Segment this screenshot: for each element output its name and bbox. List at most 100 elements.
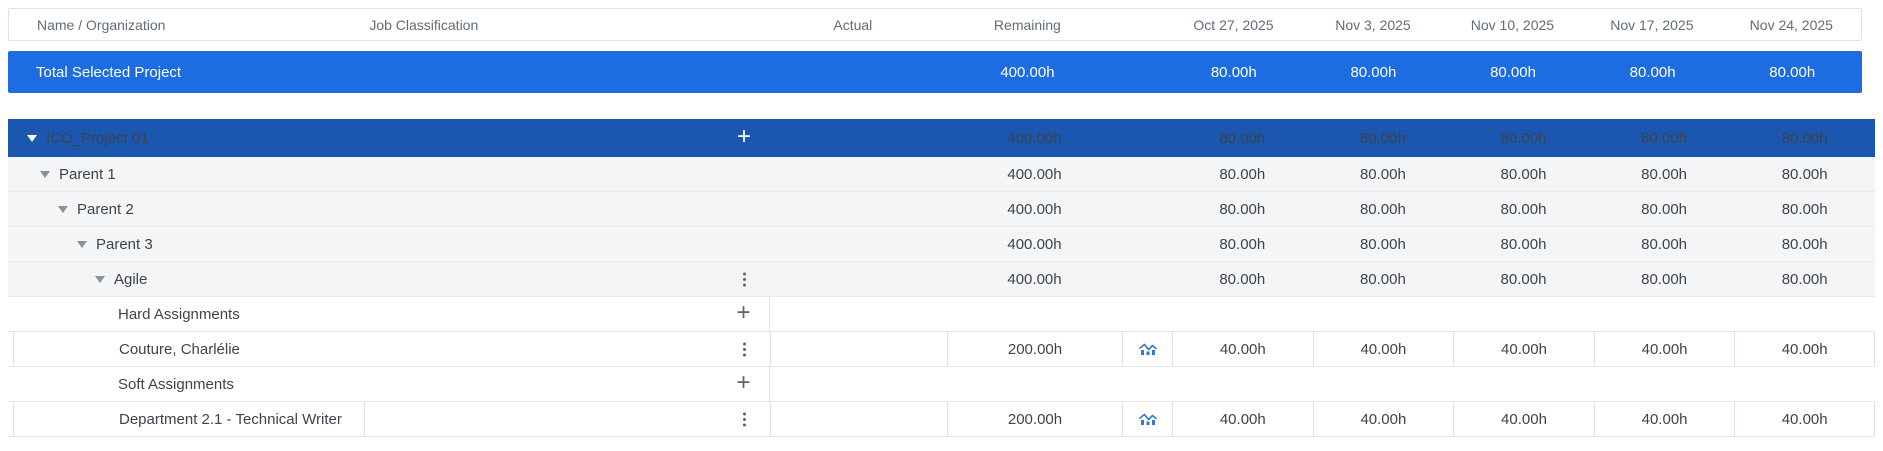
- allocation-cell[interactable]: 40.00h: [1734, 332, 1875, 366]
- column-header-name: Name / Organization: [37, 16, 166, 33]
- week-value: 80.00h: [1641, 129, 1688, 147]
- allocation-cell[interactable]: 40.00h: [1172, 402, 1313, 436]
- allocation-cell[interactable]: 40.00h: [1453, 332, 1594, 366]
- actual-value: [770, 157, 947, 191]
- actual-value: [770, 227, 947, 261]
- add-assignment-plus-icon[interactable]: +: [736, 299, 751, 326]
- tree-row-parent-2[interactable]: Parent 2 400.00h 80.00h 80.00h 80.00h 80…: [8, 192, 1875, 227]
- tree-row-parent-1[interactable]: Parent 1 400.00h 80.00h 80.00h 80.00h 80…: [8, 157, 1875, 192]
- week-value: 80.00h: [1781, 235, 1828, 253]
- week-value: 80.00h: [1219, 235, 1266, 253]
- column-header-week-3: Nov 10, 2025: [1470, 16, 1555, 33]
- week-value: 80.00h: [1500, 200, 1547, 218]
- row-label: Parent 2: [77, 200, 134, 218]
- week-value: 80.00h: [1641, 270, 1688, 288]
- allocation-cell[interactable]: 40.00h: [1312, 402, 1454, 436]
- collapse-arrow-icon[interactable]: [77, 240, 87, 248]
- week-value: 80.00h: [1500, 129, 1547, 147]
- total-week-value: 80.00h: [1350, 63, 1397, 81]
- total-row-label: Total Selected Project: [36, 63, 182, 81]
- actual-value: [770, 262, 947, 296]
- week-value: 80.00h: [1219, 200, 1266, 218]
- row-menu-kebab-icon[interactable]: [742, 417, 746, 421]
- week-value: 80.00h: [1219, 270, 1266, 288]
- actual-value: [770, 119, 947, 157]
- section-label: Soft Assignments: [118, 375, 234, 393]
- total-week-value: 80.00h: [1629, 63, 1676, 81]
- total-week-value: 80.00h: [1769, 63, 1816, 81]
- histogram-cell[interactable]: [1122, 332, 1172, 366]
- assignment-row-couture: Couture, Charlélie 200.00h 40.00h 40.00h…: [8, 332, 1875, 367]
- allocation-cell[interactable]: 40.00h: [1734, 402, 1875, 436]
- total-week-value: 80.00h: [1490, 63, 1536, 81]
- actual-cell[interactable]: [770, 402, 947, 436]
- table-header-row: Name / Organization Job Classification A…: [8, 8, 1862, 41]
- histogram-icon[interactable]: [1138, 342, 1157, 356]
- allocation-cell[interactable]: 40.00h: [1312, 332, 1454, 366]
- collapse-arrow-icon[interactable]: [27, 134, 37, 142]
- row-menu-kebab-icon[interactable]: [742, 277, 746, 281]
- collapse-arrow-icon[interactable]: [95, 275, 105, 283]
- section-label: Hard Assignments: [118, 305, 240, 323]
- week-value: 80.00h: [1219, 129, 1266, 147]
- allocation-cell[interactable]: 40.00h: [1593, 332, 1735, 366]
- assignee-name: Department 2.1 - Technical Writer: [119, 410, 342, 428]
- column-header-controls: [713, 9, 765, 40]
- row-label: Parent 3: [96, 235, 153, 253]
- row-label: Agile: [114, 270, 148, 288]
- remaining-cell[interactable]: 200.00h: [947, 332, 1122, 366]
- project-row[interactable]: ICO_Project 01 + 400.00h 80.00h 80.00h 8…: [8, 119, 1875, 157]
- job-classification-cell[interactable]: [365, 402, 718, 436]
- column-header-actual: Actual: [833, 16, 873, 33]
- week-value: 80.00h: [1359, 235, 1406, 253]
- week-value: 80.00h: [1500, 165, 1547, 183]
- week-value: 80.00h: [1219, 165, 1266, 183]
- week-value: 80.00h: [1781, 129, 1828, 147]
- remaining-cell[interactable]: 200.00h: [947, 402, 1122, 436]
- week-value: 80.00h: [1641, 165, 1688, 183]
- column-header-week-1: Oct 27, 2025: [1193, 16, 1274, 33]
- add-row-plus-icon[interactable]: +: [736, 123, 751, 150]
- allocation-cell[interactable]: 40.00h: [1593, 402, 1735, 436]
- actual-value: [770, 192, 947, 226]
- allocation-cell[interactable]: 40.00h: [1453, 402, 1594, 436]
- collapse-arrow-icon[interactable]: [40, 170, 50, 178]
- remaining-value: 400.00h: [1007, 129, 1062, 147]
- assignee-name-cell[interactable]: Department 2.1 - Technical Writer: [13, 402, 365, 436]
- actual-cell[interactable]: [770, 332, 947, 366]
- total-week-value: 80.00h: [1210, 63, 1257, 81]
- allocation-cell[interactable]: 40.00h: [1172, 332, 1313, 366]
- collapse-arrow-icon[interactable]: [58, 205, 68, 213]
- column-header-week-2: Nov 3, 2025: [1335, 16, 1411, 33]
- tree-row-parent-3[interactable]: Parent 3 400.00h 80.00h 80.00h 80.00h 80…: [8, 227, 1875, 262]
- row-label: Parent 1: [59, 165, 116, 183]
- week-value: 80.00h: [1641, 200, 1688, 218]
- assignee-name: Couture, Charlélie: [119, 340, 240, 358]
- week-value: 80.00h: [1359, 129, 1406, 147]
- remaining-value: 400.00h: [1007, 235, 1062, 253]
- histogram-cell[interactable]: [1122, 402, 1172, 436]
- week-value: 80.00h: [1641, 235, 1688, 253]
- week-value: 80.00h: [1781, 165, 1828, 183]
- column-header-week-4: Nov 17, 2025: [1610, 16, 1694, 33]
- week-value: 80.00h: [1359, 200, 1406, 218]
- add-assignment-plus-icon[interactable]: +: [736, 369, 751, 396]
- week-value: 80.00h: [1359, 270, 1406, 288]
- project-tree-grid: ICO_Project 01 + 400.00h 80.00h 80.00h 8…: [8, 119, 1875, 437]
- histogram-icon[interactable]: [1138, 412, 1157, 426]
- tree-row-agile[interactable]: Agile 400.00h 80.00h 80.00h 80.00h 80.00…: [8, 262, 1875, 297]
- column-header-remaining: Remaining: [993, 16, 1061, 33]
- week-value: 80.00h: [1500, 235, 1547, 253]
- assignee-name-cell[interactable]: Couture, Charlélie: [13, 332, 718, 366]
- row-menu-kebab-icon[interactable]: [742, 347, 746, 351]
- remaining-value: 400.00h: [1007, 270, 1062, 288]
- hard-assignments-row: Hard Assignments +: [8, 297, 1875, 332]
- project-name: ICO_Project 01: [46, 129, 149, 147]
- week-value: 80.00h: [1500, 270, 1547, 288]
- week-value: 80.00h: [1781, 200, 1828, 218]
- remaining-value: 400.00h: [1007, 200, 1062, 218]
- total-remaining-value: 400.00h: [1000, 63, 1055, 81]
- column-header-icon-spacer: [1114, 9, 1164, 40]
- week-value: 80.00h: [1781, 270, 1828, 288]
